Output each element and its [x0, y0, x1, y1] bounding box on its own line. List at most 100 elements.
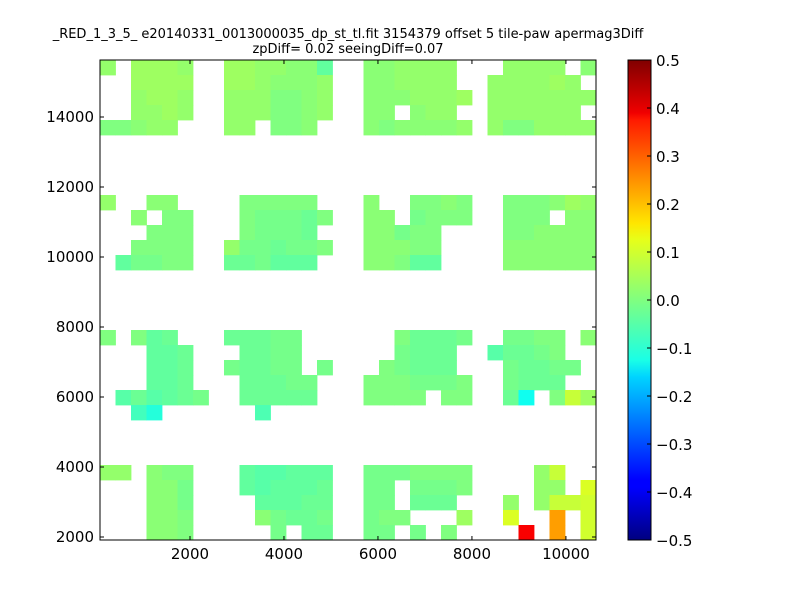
- heatmap-cell: [580, 330, 597, 346]
- x-tick-label: 6000: [359, 545, 397, 563]
- heatmap-cell: [239, 345, 256, 361]
- heatmap-cell: [487, 120, 504, 136]
- x-tick-label: 2000: [171, 545, 209, 563]
- colorbar-tick-label: 0.0: [656, 292, 680, 310]
- heatmap-cell: [518, 60, 535, 76]
- heatmap-cell: [162, 465, 178, 481]
- heatmap-cell: [162, 345, 178, 361]
- heatmap-cell: [580, 390, 597, 406]
- heatmap-cell: [239, 90, 256, 106]
- heatmap-cell: [239, 360, 256, 376]
- heatmap-cell: [549, 225, 566, 241]
- heatmap-cell: [549, 240, 566, 256]
- heatmap-cell: [487, 105, 504, 121]
- heatmap-cell: [162, 375, 178, 391]
- heatmap-cell: [394, 375, 411, 391]
- heatmap-cell: [146, 375, 163, 391]
- heatmap-cell: [162, 105, 178, 121]
- heatmap-cell: [270, 330, 287, 346]
- heatmap-cell: [503, 510, 519, 526]
- heatmap-cell: [503, 330, 519, 346]
- heatmap-cell: [363, 390, 380, 406]
- colorbar-tick-label: 0.2: [656, 196, 680, 214]
- heatmap-cell: [317, 525, 333, 541]
- heatmap-cell: [162, 210, 178, 226]
- heatmap-cell: [425, 465, 442, 481]
- heatmap-cell: [518, 330, 535, 346]
- heatmap-cell: [441, 495, 457, 511]
- heatmap-cell: [270, 375, 287, 391]
- heatmap-cell: [255, 510, 271, 526]
- heatmap-cell: [317, 495, 333, 511]
- heatmap-cell: [177, 210, 194, 226]
- heatmap-cell: [363, 255, 380, 271]
- heatmap-cell: [270, 225, 287, 241]
- heatmap-cell: [270, 525, 287, 541]
- x-tick-label: 10000: [542, 545, 590, 563]
- heatmap-cell: [301, 120, 318, 136]
- heatmap-cell: [565, 495, 581, 511]
- heatmap-cell: [177, 510, 194, 526]
- heatmap-cell: [286, 60, 302, 76]
- heatmap-cell: [549, 195, 566, 211]
- heatmap-cell: [146, 390, 163, 406]
- heatmap-cell: [177, 255, 194, 271]
- heatmap-cell: [301, 75, 318, 91]
- heatmap-cell: [549, 495, 566, 511]
- heatmap-cell: [379, 225, 395, 241]
- heatmap-cell: [534, 105, 550, 121]
- heatmap-cell: [115, 120, 132, 136]
- heatmap-cell: [379, 120, 395, 136]
- heatmap-cell: [286, 225, 302, 241]
- colorbar-tick-label: −0.1: [656, 340, 692, 358]
- heatmap-cell: [425, 240, 442, 256]
- heatmap-cell: [162, 495, 178, 511]
- heatmap-cell: [286, 360, 302, 376]
- heatmap-cell: [270, 240, 287, 256]
- heatmap-cell: [394, 255, 411, 271]
- heatmap-cell: [363, 60, 380, 76]
- heatmap-cell: [534, 225, 550, 241]
- heatmap-cell: [317, 210, 333, 226]
- heatmap-cell: [255, 255, 271, 271]
- heatmap-cell: [162, 60, 178, 76]
- heatmap-cell: [456, 390, 473, 406]
- heatmap-cell: [363, 75, 380, 91]
- heatmap-cell: [580, 525, 597, 541]
- heatmap-cell: [410, 495, 426, 511]
- heatmap-cell: [224, 255, 240, 271]
- heatmap-cell: [534, 255, 550, 271]
- heatmap-cell: [146, 195, 163, 211]
- heatmap-cell: [301, 225, 318, 241]
- heatmap-cell: [224, 120, 240, 136]
- heatmap-cell: [580, 240, 597, 256]
- heatmap-cell: [363, 375, 380, 391]
- heatmap-cell: [379, 390, 395, 406]
- heatmap-cell: [162, 390, 178, 406]
- heatmap-cell: [363, 120, 380, 136]
- heatmap-cell: [301, 495, 318, 511]
- heatmap-cell: [487, 75, 504, 91]
- heatmap-cell: [441, 390, 457, 406]
- heatmap-cell: [270, 345, 287, 361]
- heatmap-cell: [239, 120, 256, 136]
- heatmap-cell: [363, 210, 380, 226]
- heatmap-cell: [379, 90, 395, 106]
- heatmap-cell: [410, 465, 426, 481]
- heatmap-cell: [549, 360, 566, 376]
- heatmap-cell: [565, 210, 581, 226]
- heatmap-cell: [177, 465, 194, 481]
- heatmap-cell: [565, 105, 581, 121]
- heatmap-cell: [131, 120, 147, 136]
- heatmap-cell: [394, 120, 411, 136]
- x-tick-label: 4000: [265, 545, 303, 563]
- heatmap-cell: [441, 375, 457, 391]
- heatmap-cell: [177, 390, 194, 406]
- heatmap-cell: [270, 390, 287, 406]
- heatmap-cell: [301, 390, 318, 406]
- heatmap-cell: [239, 480, 256, 496]
- heatmap-cell: [286, 240, 302, 256]
- heatmap-cell: [394, 510, 411, 526]
- heatmap-cell: [286, 510, 302, 526]
